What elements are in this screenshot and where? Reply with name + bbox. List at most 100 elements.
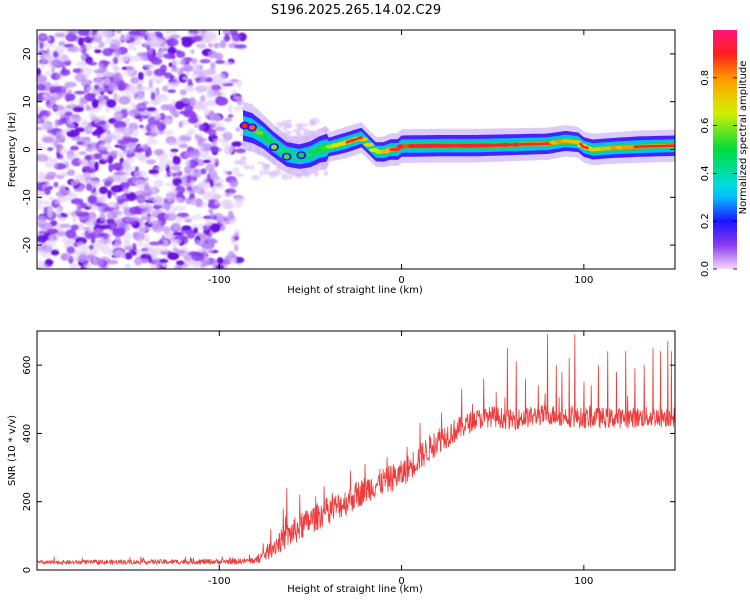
noise-blob <box>208 208 214 214</box>
noise-blob <box>164 72 173 79</box>
noise-blob <box>115 206 120 211</box>
noise-blob <box>295 122 303 129</box>
noise-blob <box>152 205 162 210</box>
noise-blob <box>210 145 219 153</box>
noise-blob <box>292 129 301 133</box>
noise-blob <box>184 84 195 93</box>
noise-blob <box>130 85 143 95</box>
noise-blob <box>94 228 105 234</box>
noise-blob <box>203 191 211 196</box>
noise-blob <box>282 126 287 131</box>
noise-blob <box>147 40 161 45</box>
noise-blob <box>65 33 77 42</box>
noise-blob <box>57 138 66 143</box>
noise-blob <box>231 32 242 42</box>
noise-blob <box>88 30 94 39</box>
noise-blob <box>126 165 135 172</box>
noise-blob <box>130 102 136 110</box>
noise-blob <box>198 124 206 132</box>
noise-blob <box>167 89 176 93</box>
noise-blob <box>231 167 240 175</box>
noise-blob <box>56 73 62 80</box>
noise-blob <box>128 30 141 36</box>
noise-blob <box>263 171 271 175</box>
noise-blob <box>47 110 52 117</box>
noise-blob <box>93 78 105 85</box>
noise-blob <box>137 197 145 203</box>
noise-blob <box>66 93 76 102</box>
noise-blob <box>54 199 62 204</box>
noise-blob <box>230 215 236 220</box>
noise-blob <box>174 100 185 110</box>
noise-blob <box>69 263 80 269</box>
noise-blob <box>37 191 45 197</box>
noise-blob <box>72 213 77 223</box>
noise-blob <box>171 221 181 231</box>
noise-blob <box>51 158 58 164</box>
noise-blob <box>240 156 247 159</box>
noise-blob <box>137 154 147 162</box>
noise-blob <box>88 244 94 250</box>
noise-blob <box>77 254 87 263</box>
noise-blob <box>37 142 43 150</box>
noise-blob <box>44 70 53 76</box>
noise-blob <box>167 252 180 260</box>
noise-blob <box>58 40 66 47</box>
noise-blob <box>47 147 54 152</box>
noise-blob <box>55 207 62 216</box>
noise-blob <box>101 60 111 65</box>
noise-blob <box>37 67 42 77</box>
ridge-peak-segment <box>633 144 675 149</box>
noise-blob <box>139 79 145 85</box>
noise-blob <box>76 212 90 217</box>
noise-blob <box>234 197 245 203</box>
noise-blob <box>122 232 132 242</box>
noise-blob <box>42 53 54 58</box>
noise-blob <box>259 169 263 177</box>
noise-blob <box>37 241 44 248</box>
noise-blob <box>167 46 177 55</box>
y-axis-label: SNR (10 * v/v) <box>7 415 18 486</box>
y-tick-label: -20 <box>22 237 33 253</box>
noise-blob <box>227 251 235 259</box>
noise-blob <box>102 71 115 77</box>
noise-blob <box>58 186 65 194</box>
noise-blob <box>92 116 103 123</box>
noise-blob <box>165 192 170 199</box>
noise-blob <box>187 251 199 257</box>
noise-blob <box>54 119 59 128</box>
noise-blob <box>37 61 41 66</box>
noise-blob <box>323 170 329 177</box>
noise-blob <box>44 259 54 266</box>
noise-blob <box>171 98 176 108</box>
noise-blob <box>123 186 129 194</box>
noise-blob <box>113 249 125 259</box>
noise-blob <box>111 134 124 141</box>
noise-blob <box>170 148 179 153</box>
noise-blob <box>133 147 145 153</box>
noise-blob <box>150 264 160 269</box>
noise-blob <box>93 153 103 160</box>
noise-blob <box>278 124 282 129</box>
noise-blob <box>48 196 55 201</box>
noise-blob <box>64 111 73 116</box>
noise-blob <box>205 219 211 228</box>
noise-blob <box>86 217 96 227</box>
noise-blob <box>101 247 113 255</box>
noise-blob <box>285 123 292 128</box>
noise-blob <box>223 117 233 122</box>
x-axis-label: Height of straight line (km) <box>287 584 423 595</box>
noise-blob <box>146 196 159 201</box>
noise-blob <box>140 216 148 222</box>
noise-blob <box>85 183 93 191</box>
noise-blob <box>37 83 46 91</box>
noise-blob <box>38 248 44 255</box>
noise-blob <box>142 143 150 151</box>
x-axis-label: Height of straight line (km) <box>287 285 423 296</box>
noise-blob <box>146 159 157 165</box>
ridge-core <box>260 134 269 139</box>
noise-blob <box>155 87 160 97</box>
x-tick-label: -100 <box>208 576 231 587</box>
noise-blob <box>210 122 224 127</box>
noise-blob <box>201 104 207 111</box>
